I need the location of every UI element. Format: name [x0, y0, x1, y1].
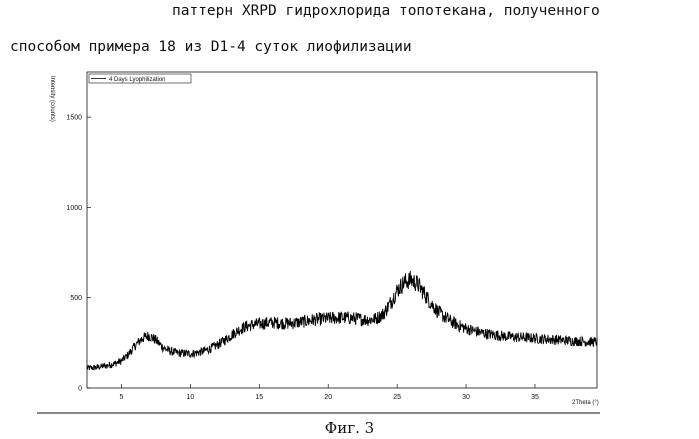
y-tick-label: 1000	[66, 205, 82, 212]
figure-label: Фиг. 3	[0, 419, 699, 437]
plot-frame	[87, 72, 597, 388]
x-tick-label: 20	[324, 394, 332, 401]
series-line	[87, 271, 597, 370]
x-tick-label: 30	[462, 394, 470, 401]
x-tick-label: 15	[255, 394, 263, 401]
x-axis-ticks: 5 10 15 20 25 30 35	[120, 384, 539, 401]
x-tick-label: 35	[531, 394, 539, 401]
y-axis-label: Intensity (counts)	[49, 76, 55, 122]
legend: 4 Days Lyophilization	[89, 74, 191, 83]
x-tick-label: 25	[393, 394, 401, 401]
x-axis-label: 2Theta (°)	[572, 400, 599, 406]
y-tick-label: 1500	[66, 115, 82, 122]
y-tick-label: 500	[70, 295, 82, 302]
x-tick-label: 5	[120, 394, 124, 401]
plot-area: 5 10 15 20 25 30 35 0 500 1000 1500 4 Days Lyophi…	[49, 72, 599, 406]
x-tick-label: 10	[186, 394, 194, 401]
y-tick-label: 0	[78, 386, 82, 393]
legend-label: 4 Days Lyophilization	[109, 77, 165, 83]
